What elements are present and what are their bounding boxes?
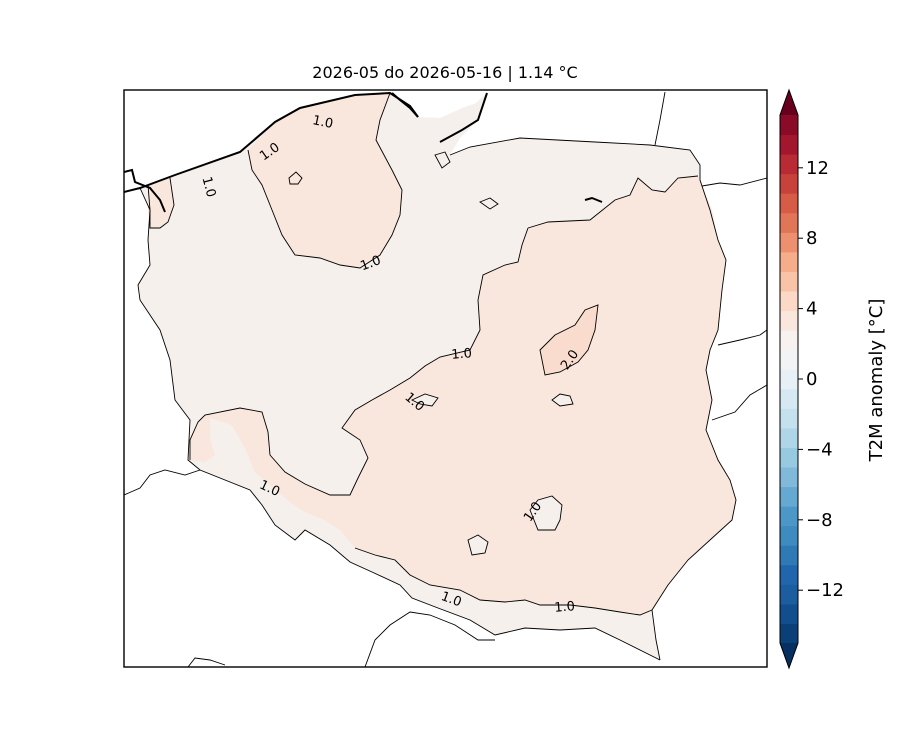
contour-label: 1.0 — [311, 113, 334, 132]
colorbar-segment — [780, 271, 798, 292]
colorbar-tick-label: 4 — [806, 299, 817, 320]
colorbar-tick-label: 8 — [806, 228, 817, 249]
cool-island — [468, 535, 488, 555]
colorbar-segment — [780, 427, 798, 448]
colorbar-segment — [780, 467, 798, 488]
colorbar-extend-min — [780, 643, 798, 668]
colorbar-segment — [780, 506, 798, 527]
colorbar-outline — [779, 88, 799, 670]
map-frame — [123, 89, 768, 668]
cool-island — [530, 496, 562, 530]
anomaly-region-southwest — [205, 408, 358, 530]
colorbar-segments — [780, 90, 798, 668]
colorbar-segment — [780, 212, 798, 233]
colorbar-segment — [780, 330, 798, 351]
colorbar-segment — [780, 291, 798, 312]
colorbar-tick-label: −8 — [806, 510, 833, 531]
colorbar-segment — [780, 447, 798, 468]
colorbar-segment — [780, 525, 798, 546]
colorbar-segment — [780, 564, 798, 585]
map-title: 2026-05 do 2026-05-16 | 1.14 °C — [312, 63, 577, 82]
colorbar-tick-label: −12 — [806, 580, 844, 601]
colorbar-tick-label: 12 — [806, 158, 829, 179]
colorbar-segment — [780, 154, 798, 175]
colorbar-segment — [780, 134, 798, 155]
contour-label: 1.0 — [359, 253, 384, 274]
colorbar-label: T2M anomaly [°C] — [866, 299, 887, 463]
colorbar-segment — [780, 545, 798, 566]
colorbar-segment — [780, 232, 798, 253]
colorbar-tick-label: −4 — [806, 439, 833, 460]
colorbar-segment — [780, 115, 798, 136]
colorbar-segment — [780, 584, 798, 605]
colorbar-ticks: 12 8 4 0 −4 −8 −12 — [798, 158, 844, 601]
map-panel: 1.0 1.0 1.0 1.0 1.0 1.0 2.0 1.0 1.0 1.0 … — [124, 90, 767, 667]
colorbar-segment — [780, 486, 798, 507]
colorbar-segment — [780, 310, 798, 331]
country-borders — [124, 91, 767, 667]
contour-label: 1.0 — [451, 346, 473, 363]
colorbar-segment — [780, 408, 798, 429]
colorbar-segment — [780, 173, 798, 194]
colorbar-segment — [780, 603, 798, 624]
cool-island — [552, 394, 573, 406]
colorbar-tick-label: 0 — [806, 369, 817, 390]
contour-label: 1.0 — [198, 175, 218, 199]
colorbar-segment — [780, 349, 798, 370]
colorbar-extend-max — [780, 90, 798, 115]
colorbar-segment — [780, 251, 798, 272]
contour-label: 1.0 — [554, 599, 576, 616]
colorbar-segment — [780, 193, 798, 214]
anomaly-region-pomerania — [248, 93, 402, 268]
colorbar-segment — [780, 623, 798, 644]
contour-label: 1.0 — [439, 589, 464, 610]
colorbar: 12 8 4 0 −4 −8 −12 T2M anomaly [°C] — [779, 88, 887, 670]
contour-lines — [147, 92, 699, 616]
colorbar-segment — [780, 388, 798, 409]
anomaly-region-east-hotspot — [540, 305, 598, 375]
coastline — [124, 91, 603, 213]
colorbar-segment — [780, 369, 798, 390]
